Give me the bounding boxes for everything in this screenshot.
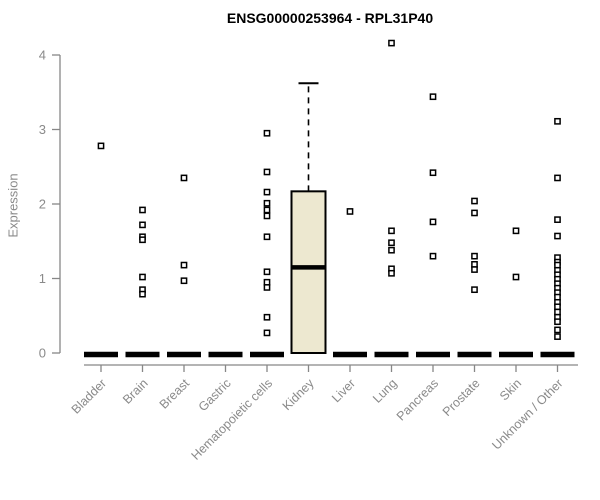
outlier-point xyxy=(263,168,271,176)
outlier-point xyxy=(554,216,561,223)
outlier-point xyxy=(263,233,271,241)
outlier-point xyxy=(554,333,561,340)
outlier-point xyxy=(139,221,146,229)
outlier-point xyxy=(471,209,478,217)
outlier-point xyxy=(554,318,561,326)
outlier-point xyxy=(263,284,271,291)
outlier-point xyxy=(554,261,561,269)
outlier-point xyxy=(263,188,271,196)
collapsed-box-bar xyxy=(416,351,450,358)
x-tick-label: Liver xyxy=(329,376,358,405)
outlier-point xyxy=(471,266,478,273)
x-tick-label: Lung xyxy=(370,376,400,406)
x-tick-label: Prostate xyxy=(440,376,483,419)
outlier-point xyxy=(388,269,395,277)
outlier-point xyxy=(554,326,561,334)
y-tick-label: 2 xyxy=(39,197,46,212)
outlier-point xyxy=(139,273,146,281)
x-tick-label: Skin xyxy=(497,376,524,403)
outlier-point xyxy=(346,208,354,215)
outlier-point xyxy=(97,142,105,150)
outlier-point xyxy=(471,252,478,260)
outlier-point xyxy=(180,261,188,269)
outlier-point xyxy=(554,308,561,316)
collapsed-box-bar xyxy=(457,351,492,358)
outlier-point xyxy=(554,293,561,301)
outlier-point xyxy=(512,273,520,281)
outlier-point xyxy=(429,218,437,226)
y-tick-label: 4 xyxy=(39,48,46,63)
outlier-point xyxy=(512,227,520,235)
outlier-point xyxy=(263,212,271,220)
outlier-point xyxy=(429,169,437,177)
outlier-point xyxy=(180,174,188,182)
outlier-point xyxy=(554,303,561,311)
outlier-point xyxy=(388,39,395,47)
outlier-point xyxy=(263,129,271,137)
outlier-point xyxy=(429,252,437,260)
collapsed-box-bar xyxy=(333,351,367,358)
outlier-point xyxy=(554,232,561,240)
chart-title: ENSG00000253964 - RPL31P40 xyxy=(226,10,434,26)
x-tick-label: Pancreas xyxy=(394,376,441,423)
outlier-point xyxy=(429,93,437,101)
y-tick-label: 3 xyxy=(39,122,46,137)
outlier-point xyxy=(388,227,395,235)
outlier-point xyxy=(263,268,271,276)
x-tick-label: Brain xyxy=(120,376,151,407)
outlier-point xyxy=(139,206,146,214)
outlier-point xyxy=(471,260,478,268)
x-tick-label: Gastric xyxy=(196,376,234,414)
collapsed-box-bar xyxy=(125,351,160,358)
outlier-point xyxy=(388,239,395,247)
outlier-point xyxy=(139,236,146,244)
collapsed-box-bar xyxy=(374,351,409,358)
outlier-point xyxy=(554,174,561,182)
collapsed-box-bar xyxy=(84,351,118,358)
collapsed-box-bar xyxy=(250,351,284,358)
outlier-point xyxy=(263,206,271,214)
outlier-point xyxy=(388,246,395,254)
outlier-point xyxy=(263,313,271,321)
y-tick-label: 0 xyxy=(39,346,46,361)
x-tick-label: Hematopoietic cells xyxy=(189,376,276,463)
collapsed-box-bar xyxy=(167,351,201,358)
outlier-point xyxy=(471,286,478,294)
collapsed-box-bar xyxy=(499,351,533,358)
y-tick-label: 1 xyxy=(39,271,46,286)
x-tick-label: Kidney xyxy=(280,376,317,413)
collapsed-box-bar xyxy=(208,351,243,358)
outlier-point xyxy=(263,199,271,207)
x-tick-label: Unknown / Other xyxy=(489,376,565,452)
collapsed-box-bar xyxy=(540,351,575,358)
outlier-point xyxy=(180,277,188,285)
outlier-point xyxy=(263,278,271,286)
outlier-point xyxy=(263,329,271,337)
box xyxy=(290,190,327,354)
outlier-point xyxy=(139,290,146,298)
outlier-point xyxy=(554,117,561,125)
x-tick-label: Breast xyxy=(157,376,193,412)
outlier-point xyxy=(471,197,478,205)
x-tick-label: Bladder xyxy=(69,376,109,416)
